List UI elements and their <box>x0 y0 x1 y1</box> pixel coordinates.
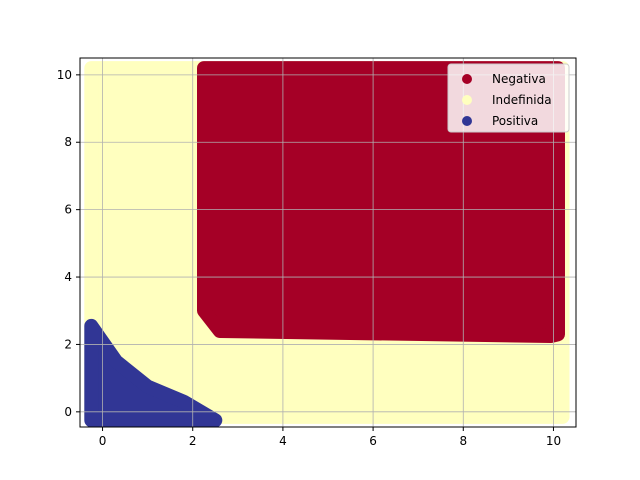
x-tick-label: 2 <box>189 434 197 448</box>
legend-label-positiva: Positiva <box>492 114 538 128</box>
legend-marker-positiva <box>462 116 472 126</box>
legend-marker-negativa <box>462 74 472 84</box>
x-tick-label: 10 <box>546 434 561 448</box>
y-tick-label: 2 <box>64 337 72 351</box>
x-tick-label: 8 <box>459 434 467 448</box>
x-tick-label: 4 <box>279 434 287 448</box>
legend-label-indefinida: Indefinida <box>492 93 552 107</box>
y-tick-label: 6 <box>64 203 72 217</box>
legend-label-negativa: Negativa <box>492 72 546 86</box>
region-positiva <box>84 318 223 428</box>
legend-marker-indefinida <box>462 95 472 105</box>
legend-box <box>447 63 570 133</box>
y-tick-label: 0 <box>64 405 72 419</box>
y-tick-label: 8 <box>64 135 72 149</box>
x-tick-label: 6 <box>369 434 377 448</box>
y-tick-label: 4 <box>64 270 72 284</box>
x-tick-label: 0 <box>99 434 107 448</box>
axis-ticks: 0 2 4 6 8 10 0 2 4 6 8 10 <box>57 68 561 448</box>
grid-lines <box>80 58 576 427</box>
y-tick-label: 10 <box>57 68 72 82</box>
legend: Negativa Indefinida Positiva <box>447 63 570 133</box>
axes-frame <box>79 57 577 428</box>
